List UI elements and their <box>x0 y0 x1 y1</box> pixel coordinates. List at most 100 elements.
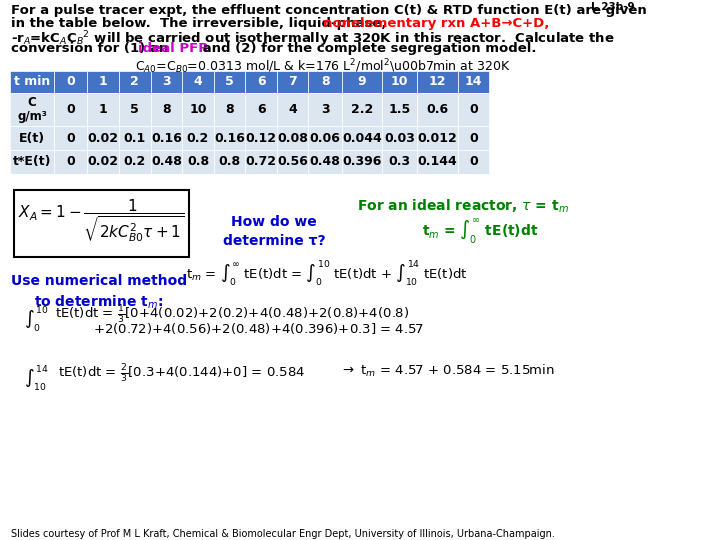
Text: 0.6: 0.6 <box>426 103 449 116</box>
Text: in the table below.  The irreversible, liquid-phase,: in the table below. The irreversible, li… <box>11 17 396 30</box>
Text: 2: 2 <box>130 76 139 89</box>
Text: $X_A = 1 - \dfrac{1}{\sqrt{2kC_{B0}^2\tau + 1}}$: $X_A = 1 - \dfrac{1}{\sqrt{2kC_{B0}^2\ta… <box>18 198 185 245</box>
Bar <box>277 150 308 174</box>
Bar <box>308 126 342 150</box>
Text: tE(t)dt = $\frac{1}{3}$$\left[\right.$0+4(0.02)+2(0.2)+4(0.48)+2(0.8)+4(0.8): tE(t)dt = $\frac{1}{3}$$\left[\right.$0+… <box>55 304 409 326</box>
Bar <box>418 93 458 126</box>
Text: C$_{A0}$=C$_{B0}$=0.0313 mol/L & k=176 L$^2$/mol$^2$\u00b7min at 320K: C$_{A0}$=C$_{B0}$=0.0313 mol/L & k=176 L… <box>135 57 510 76</box>
Bar <box>10 126 54 150</box>
Text: 0.16: 0.16 <box>214 132 245 145</box>
Text: Use numerical method
to determine t$_m$:: Use numerical method to determine t$_m$: <box>11 274 187 311</box>
Bar <box>418 150 458 174</box>
Text: 0: 0 <box>66 76 75 89</box>
Text: ideal PFR: ideal PFR <box>138 43 209 56</box>
Bar <box>119 150 150 174</box>
Bar <box>458 126 489 150</box>
Text: 7: 7 <box>288 76 297 89</box>
Bar <box>246 71 277 93</box>
Text: 0.8: 0.8 <box>218 156 240 168</box>
Bar <box>87 71 119 93</box>
Text: 0.48: 0.48 <box>151 156 182 168</box>
Bar <box>277 126 308 150</box>
Bar <box>54 93 87 126</box>
Bar <box>54 126 87 150</box>
Text: 0.396: 0.396 <box>342 156 382 168</box>
Bar <box>342 93 382 126</box>
Text: 1: 1 <box>99 76 107 89</box>
Bar <box>214 150 246 174</box>
Bar <box>458 71 489 93</box>
Text: 0: 0 <box>66 156 75 168</box>
Text: 14: 14 <box>464 76 482 89</box>
Bar <box>87 126 119 150</box>
Text: How do we
determine τ?: How do we determine τ? <box>223 215 325 248</box>
Bar <box>14 190 189 256</box>
Bar <box>214 93 246 126</box>
Bar <box>458 93 489 126</box>
Bar <box>308 150 342 174</box>
Text: $\rightarrow$ t$_m$ = 4.57 + 0.584 = 5.15min: $\rightarrow$ t$_m$ = 4.57 + 0.584 = 5.1… <box>340 363 555 380</box>
Bar <box>182 93 214 126</box>
Bar <box>418 71 458 93</box>
Bar <box>308 93 342 126</box>
Text: 5: 5 <box>225 76 234 89</box>
Bar <box>10 150 54 174</box>
Text: t$_m$ = $\int_0^{\infty}$ tE(t)dt = $\int_0^{10}$ tE(t)dt + $\int_{10}^{14}$ tE(: t$_m$ = $\int_0^{\infty}$ tE(t)dt = $\in… <box>186 259 468 288</box>
Bar <box>418 126 458 150</box>
Text: -r$_A$=kC$_A$C$_B$$^2$ will be carried out isothermally at 320K in this reactor.: -r$_A$=kC$_A$C$_B$$^2$ will be carried o… <box>11 30 615 49</box>
Text: 0.02: 0.02 <box>88 156 119 168</box>
Text: 0: 0 <box>66 132 75 145</box>
Text: 10: 10 <box>391 76 408 89</box>
Text: 4: 4 <box>194 76 202 89</box>
Text: 3: 3 <box>162 76 171 89</box>
Text: 1.5: 1.5 <box>389 103 411 116</box>
Text: t*E(t): t*E(t) <box>13 156 51 168</box>
Text: 0.2: 0.2 <box>124 156 146 168</box>
Text: 1: 1 <box>99 103 107 116</box>
Bar <box>54 71 87 93</box>
Text: 0.03: 0.03 <box>384 132 415 145</box>
Bar <box>382 71 418 93</box>
Text: 0.044: 0.044 <box>342 132 382 145</box>
Bar <box>54 150 87 174</box>
Text: t$_m$ = $\int_0^{\infty}$ tE(t)dt: t$_m$ = $\int_0^{\infty}$ tE(t)dt <box>422 217 539 246</box>
Bar <box>119 126 150 150</box>
Text: 0.56: 0.56 <box>277 156 308 168</box>
Text: 0.12: 0.12 <box>246 132 276 145</box>
Bar <box>119 71 150 93</box>
Text: 0: 0 <box>469 103 478 116</box>
Text: t min: t min <box>14 76 50 89</box>
Bar <box>214 71 246 93</box>
Text: 0.08: 0.08 <box>277 132 308 145</box>
Text: 0.2: 0.2 <box>186 132 209 145</box>
Bar <box>214 126 246 150</box>
Bar <box>458 150 489 174</box>
Bar <box>342 71 382 93</box>
Text: 8: 8 <box>321 76 330 89</box>
Bar <box>150 126 182 150</box>
Text: 0.8: 0.8 <box>187 156 209 168</box>
Bar <box>342 150 382 174</box>
Text: 8: 8 <box>162 103 171 116</box>
Bar <box>10 93 54 126</box>
Bar <box>246 126 277 150</box>
Text: 0: 0 <box>469 156 478 168</box>
Text: 4: 4 <box>288 103 297 116</box>
Text: Slides courtesy of Prof M L Kraft, Chemical & Biomolecular Engr Dept, University: Slides courtesy of Prof M L Kraft, Chemi… <box>11 529 555 539</box>
Bar <box>119 93 150 126</box>
Text: $\int_{10}^{14}$: $\int_{10}^{14}$ <box>24 363 49 393</box>
Text: E(t): E(t) <box>19 132 45 145</box>
Text: 0.16: 0.16 <box>151 132 182 145</box>
Bar <box>382 150 418 174</box>
Text: $\int_0^{10}$: $\int_0^{10}$ <box>24 304 49 334</box>
Bar <box>246 93 277 126</box>
Text: 0.1: 0.1 <box>124 132 146 145</box>
Text: 0.48: 0.48 <box>310 156 341 168</box>
Text: For a pulse tracer expt, the effluent concentration C(t) & RTD function E(t) are: For a pulse tracer expt, the effluent co… <box>11 4 647 17</box>
Bar <box>277 71 308 93</box>
Bar <box>308 71 342 93</box>
Text: 0.72: 0.72 <box>246 156 276 168</box>
Bar <box>182 71 214 93</box>
Bar <box>87 93 119 126</box>
Bar <box>382 93 418 126</box>
